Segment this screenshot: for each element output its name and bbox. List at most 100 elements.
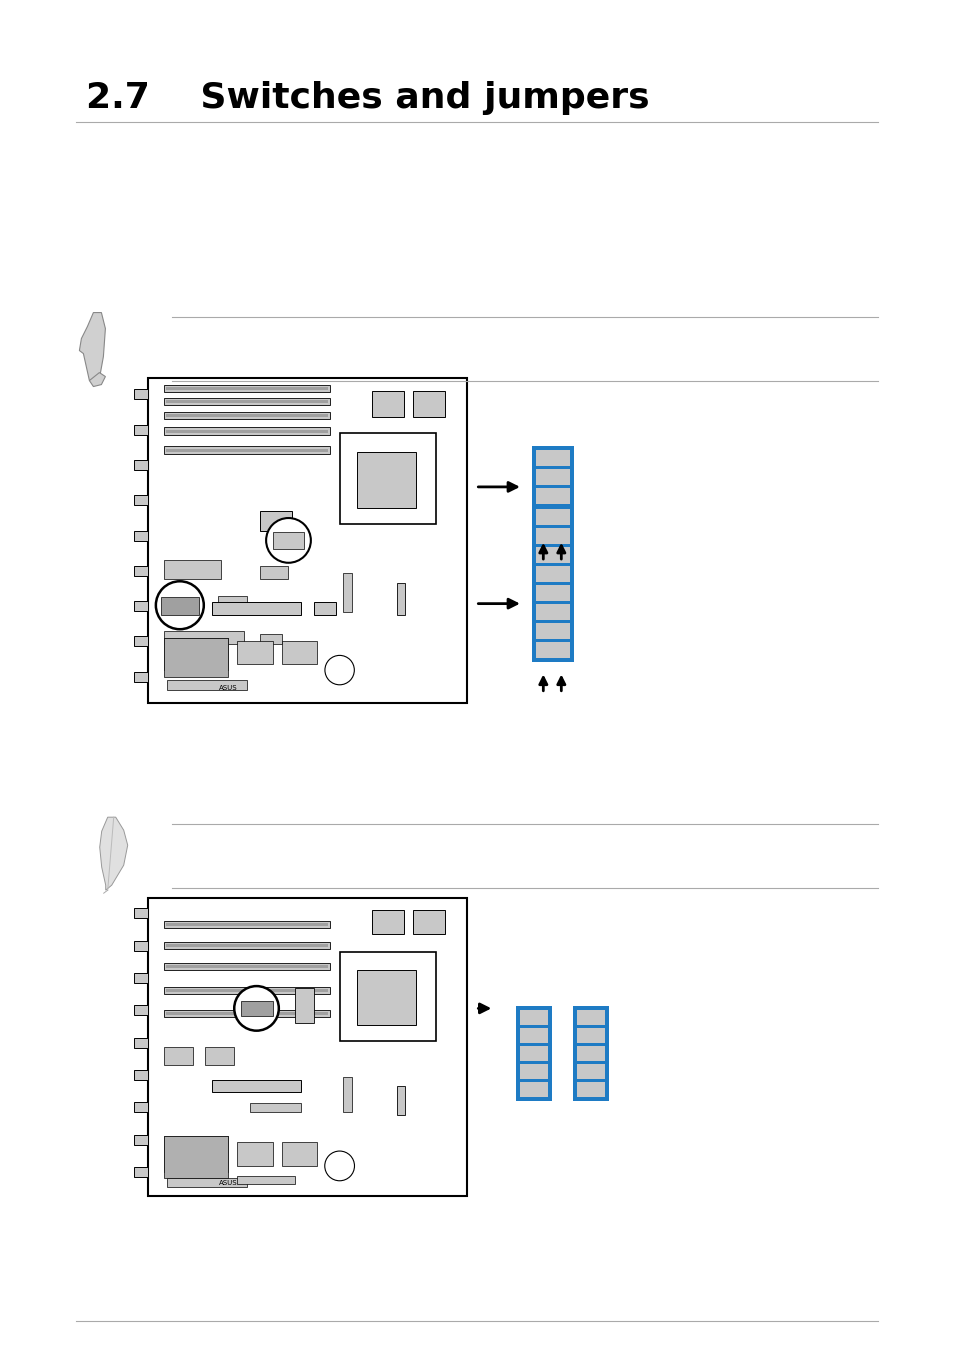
Bar: [164, 638, 228, 670]
Text: 2.7    Switches and jumpers: 2.7 Switches and jumpers: [86, 81, 649, 115]
Bar: [577, 1082, 605, 1097]
Bar: [133, 389, 148, 400]
Bar: [212, 1079, 301, 1092]
Bar: [536, 642, 570, 658]
Bar: [577, 1028, 605, 1043]
Bar: [164, 412, 330, 419]
Bar: [536, 450, 570, 466]
Bar: [133, 601, 148, 611]
Bar: [536, 566, 570, 582]
Bar: [294, 988, 314, 1023]
Bar: [536, 509, 570, 526]
Bar: [536, 489, 570, 504]
Bar: [282, 640, 317, 663]
Bar: [148, 898, 467, 1196]
Bar: [133, 566, 148, 576]
Bar: [164, 963, 330, 970]
Bar: [314, 603, 336, 615]
Bar: [133, 1005, 148, 1015]
Bar: [371, 911, 403, 934]
Bar: [577, 1011, 605, 1025]
Bar: [166, 386, 328, 390]
Bar: [536, 469, 570, 485]
Circle shape: [234, 986, 278, 1031]
Bar: [273, 532, 304, 549]
Bar: [166, 944, 328, 947]
Bar: [166, 1012, 328, 1016]
Bar: [413, 911, 445, 934]
Bar: [413, 392, 445, 417]
Bar: [164, 1136, 228, 1171]
Bar: [133, 1038, 148, 1047]
Bar: [167, 1178, 247, 1186]
Bar: [164, 446, 330, 454]
Bar: [133, 671, 148, 682]
Bar: [516, 1006, 552, 1101]
Bar: [164, 559, 221, 580]
Bar: [237, 1142, 273, 1166]
Bar: [166, 449, 328, 453]
Circle shape: [325, 655, 354, 685]
Bar: [160, 597, 199, 615]
Bar: [577, 1046, 605, 1062]
Bar: [133, 496, 148, 505]
Bar: [148, 378, 467, 703]
Bar: [536, 585, 570, 601]
Bar: [133, 459, 148, 470]
Bar: [519, 1046, 548, 1062]
Polygon shape: [100, 817, 128, 890]
Bar: [519, 1028, 548, 1043]
Bar: [133, 940, 148, 951]
Bar: [164, 1047, 193, 1065]
Bar: [250, 1104, 301, 1112]
Bar: [536, 547, 570, 563]
Bar: [133, 1167, 148, 1177]
Bar: [371, 392, 403, 417]
Bar: [237, 640, 273, 663]
Bar: [396, 582, 405, 615]
Bar: [536, 623, 570, 639]
Bar: [573, 1006, 609, 1101]
Bar: [166, 400, 328, 404]
Bar: [342, 1077, 352, 1112]
Polygon shape: [90, 373, 105, 386]
Bar: [166, 430, 328, 434]
Bar: [237, 1177, 294, 1183]
Bar: [164, 921, 330, 928]
Bar: [166, 413, 328, 417]
Bar: [259, 635, 282, 644]
Bar: [282, 1142, 317, 1166]
Bar: [536, 508, 570, 523]
Bar: [166, 923, 328, 927]
Bar: [396, 1086, 405, 1116]
Bar: [536, 528, 570, 544]
Bar: [259, 566, 288, 580]
Bar: [167, 680, 247, 689]
Bar: [577, 1065, 605, 1079]
Bar: [133, 636, 148, 646]
Bar: [164, 638, 228, 677]
Bar: [356, 970, 416, 1025]
Bar: [166, 965, 328, 967]
Bar: [164, 399, 330, 405]
Bar: [356, 451, 416, 508]
Bar: [532, 505, 574, 662]
Bar: [532, 446, 574, 527]
Bar: [339, 952, 435, 1042]
Bar: [259, 511, 292, 531]
Bar: [164, 1011, 330, 1017]
Polygon shape: [79, 312, 105, 381]
Bar: [164, 942, 330, 948]
Bar: [164, 385, 330, 392]
Text: ASUS: ASUS: [218, 685, 237, 690]
Bar: [133, 908, 148, 919]
Bar: [519, 1011, 548, 1025]
Bar: [240, 1001, 273, 1016]
Bar: [133, 1102, 148, 1112]
Bar: [133, 1135, 148, 1144]
Bar: [164, 596, 199, 612]
Bar: [212, 603, 301, 615]
Bar: [205, 1047, 233, 1065]
Circle shape: [266, 517, 311, 563]
Bar: [519, 1082, 548, 1097]
